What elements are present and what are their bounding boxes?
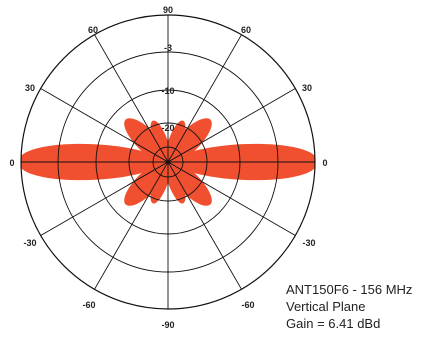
antenna-model: ANT150F6 - 156 MHz — [286, 282, 413, 297]
antenna-plane: Vertical Plane — [286, 299, 366, 314]
angle-label-60-right: 60 — [241, 25, 251, 35]
angle-label-neg30-right: -30 — [302, 238, 315, 248]
ring-label-10db: -10 — [161, 86, 174, 96]
angle-label-0-right: 0 — [322, 158, 327, 168]
angle-label-0-left: 0 — [9, 158, 14, 168]
antenna-gain: Gain = 6.41 dBd — [286, 316, 381, 331]
angle-label-60-left: 60 — [88, 25, 98, 35]
polar-grid — [20, 14, 316, 310]
angle-label-neg90: -90 — [161, 320, 174, 330]
radiation-pattern-lobes — [21, 118, 315, 206]
ring-label-20db: -20 — [161, 123, 174, 133]
angle-label-30-left: 30 — [25, 83, 35, 93]
angle-label-neg60-right: -60 — [241, 300, 254, 310]
angle-label-neg60-left: -60 — [82, 300, 95, 310]
angle-label-90: 90 — [163, 5, 173, 15]
grid-spoke — [40, 88, 296, 236]
antenna-info: ANT150F6 - 156 MHz Vertical Plane Gain =… — [286, 281, 412, 332]
angle-label-neg30-left: -30 — [23, 238, 36, 248]
angle-label-30-right: 30 — [302, 83, 312, 93]
ring-label-3db: -3 — [164, 43, 172, 53]
